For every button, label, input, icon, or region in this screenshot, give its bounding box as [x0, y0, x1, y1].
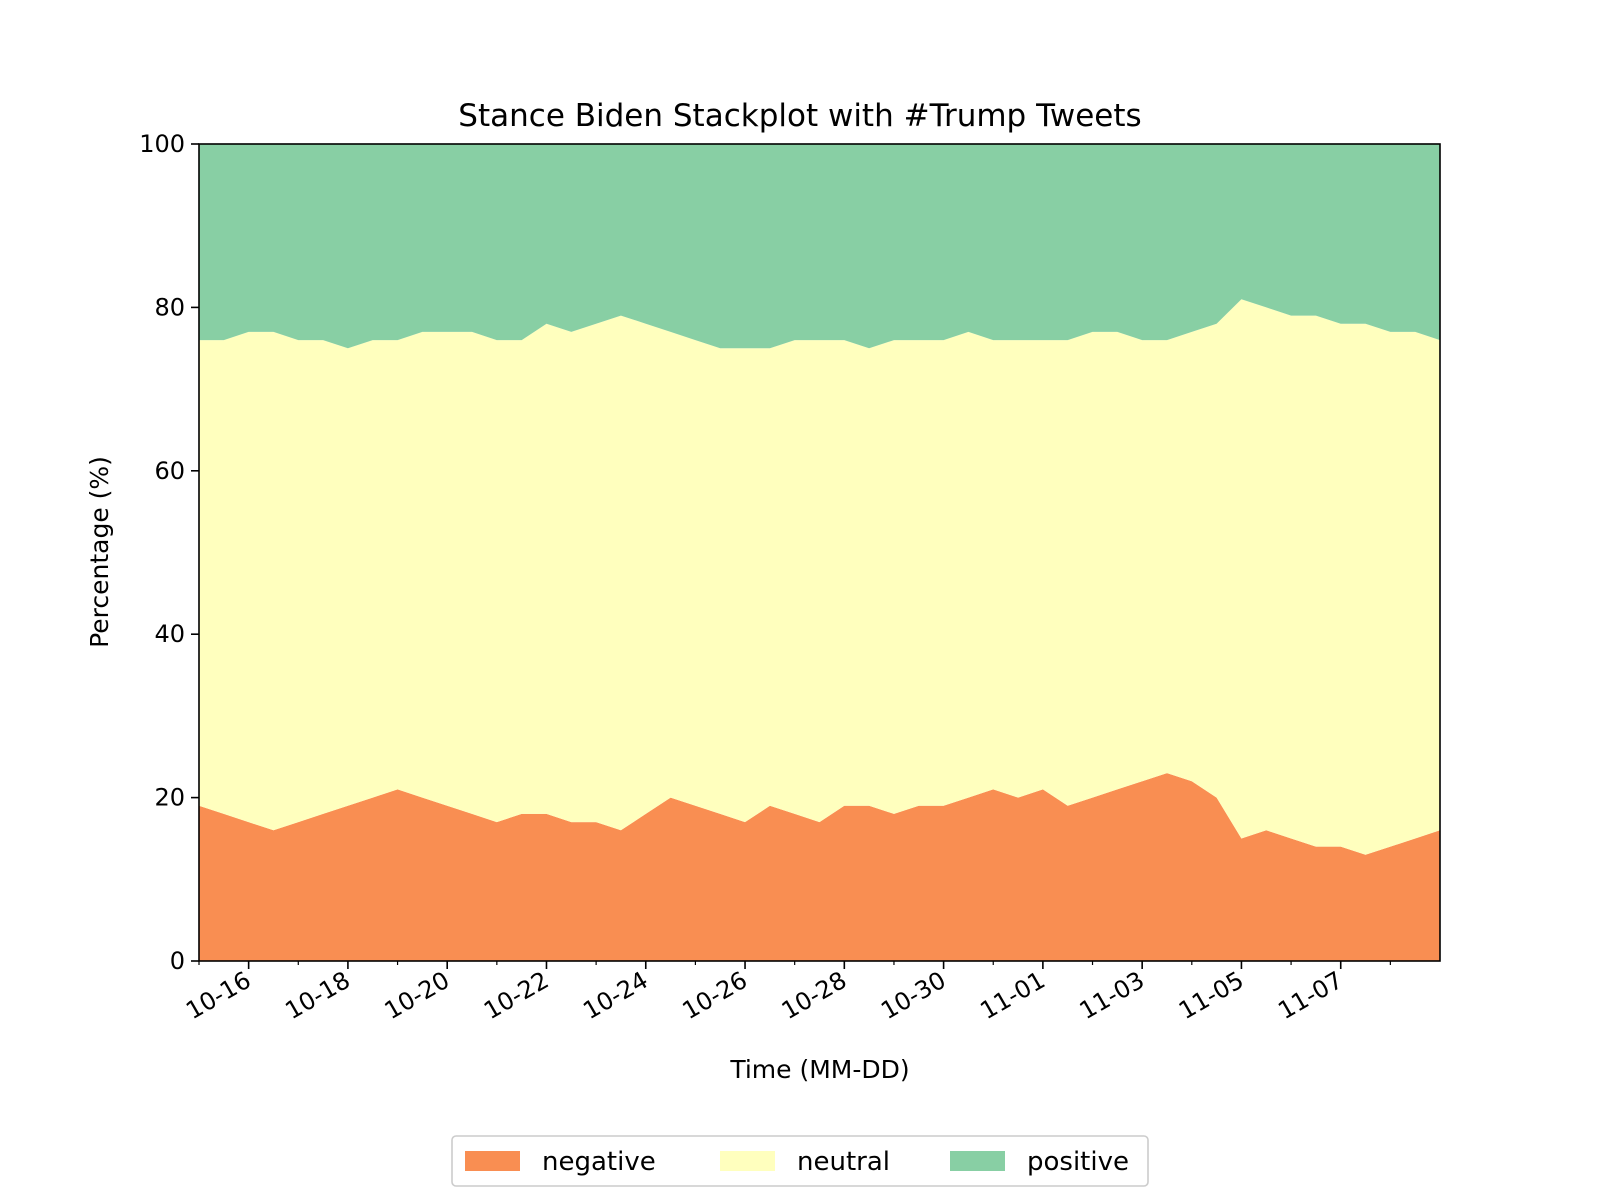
legend-label-negative: negative	[542, 1147, 656, 1177]
area-neutral	[199, 299, 1440, 855]
chart-title: Stance Biden Stackplot with #Trump Tweet…	[458, 98, 1141, 134]
x-tick-label: 10-22	[479, 966, 553, 1025]
stack-areas	[199, 144, 1440, 961]
legend-frame	[451, 1135, 1149, 1187]
plot-frame	[198, 143, 1441, 962]
y-tick-label: 80	[154, 293, 185, 321]
y-tick-label: 40	[154, 620, 185, 648]
y-tick-label: 0	[170, 947, 185, 975]
x-tick-label: 11-07	[1273, 966, 1347, 1025]
x-tick-label: 10-28	[777, 966, 851, 1025]
y-axis: 0 20 40 60 80 100	[139, 130, 199, 975]
y-tick-label: 60	[154, 457, 185, 485]
y-tick-label: 20	[154, 784, 185, 812]
legend-label-positive: positive	[1027, 1147, 1129, 1177]
x-tick-label: 10-26	[678, 966, 752, 1025]
x-tick-label: 10-24	[578, 966, 652, 1025]
x-tick-label: 11-03	[1075, 966, 1149, 1025]
x-tick-label: 10-18	[281, 966, 355, 1025]
area-negative	[199, 773, 1440, 961]
x-tick-label: 11-05	[1174, 966, 1248, 1025]
legend-swatch-neutral	[720, 1151, 775, 1171]
y-axis-label: Percentage (%)	[85, 456, 114, 648]
legend-swatch-negative	[465, 1151, 520, 1171]
legend: negative neutral positive	[451, 1135, 1149, 1187]
x-tick-label: 11-01	[975, 966, 1049, 1025]
x-tick-label: 10-16	[181, 966, 255, 1025]
x-tick-label: 10-20	[380, 966, 454, 1025]
x-axis: 10-16 10-18 10-20 10-22 10-24 10-26 10-28 10-30…	[181, 961, 1391, 1025]
legend-label-neutral: neutral	[797, 1147, 890, 1177]
x-tick-label: 10-30	[876, 966, 950, 1025]
legend-swatch-positive	[950, 1151, 1005, 1171]
x-axis-label: Time (MM-DD)	[729, 1055, 909, 1084]
area-positive	[199, 144, 1440, 349]
y-tick-label: 100	[139, 130, 185, 158]
